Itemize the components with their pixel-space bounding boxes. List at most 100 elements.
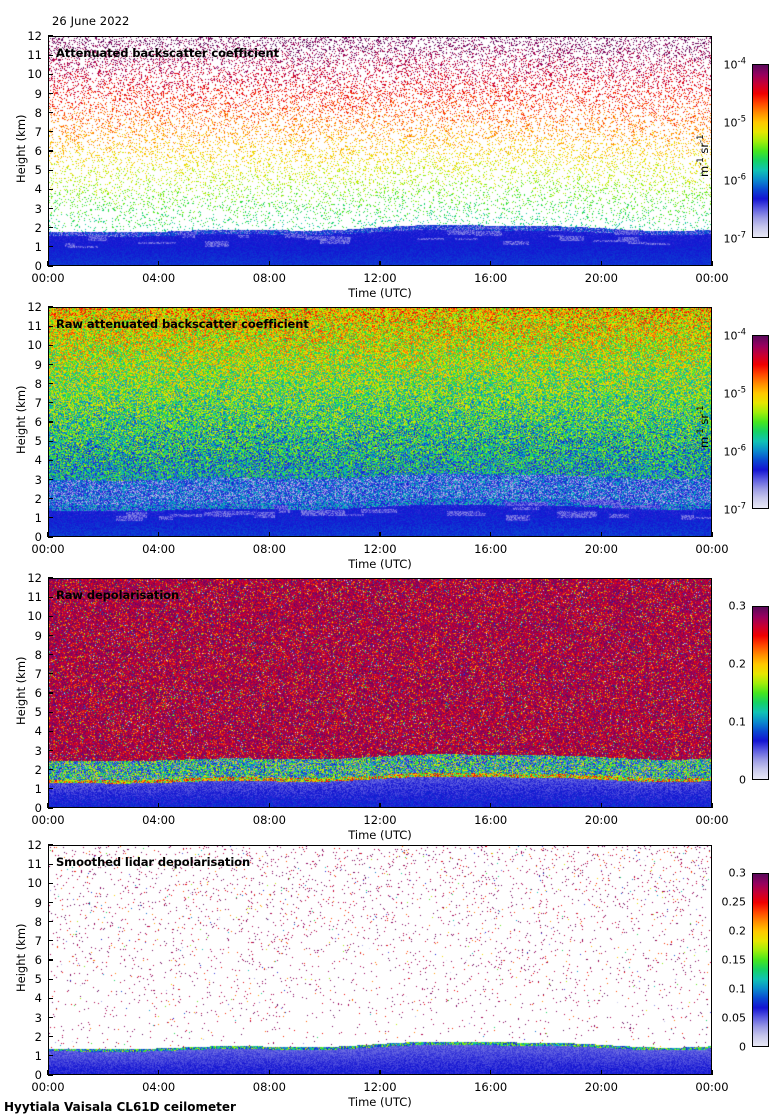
ytick-label: 12 (27, 29, 42, 43)
ytick-mark (48, 536, 53, 538)
colorbar-tick-label: 0.1 (728, 982, 747, 996)
colorbar-gradient (753, 65, 768, 237)
data-layer-smoothed-lidar-depolarisation (49, 846, 711, 1074)
ytick-mark (48, 863, 53, 865)
ytick-label: 9 (34, 895, 42, 910)
xtick-mark (600, 1070, 602, 1075)
ytick-mark (48, 207, 53, 210)
xtick-label: 12:00 (363, 542, 397, 556)
ytick-mark (48, 35, 53, 37)
xtick-label: 04:00 (142, 813, 176, 827)
ytick-label: 0 (34, 530, 42, 544)
colorbar-raw-attenuated-backscatter[interactable] (752, 335, 769, 509)
ytick-label: 3 (34, 472, 42, 487)
ytick-label: 8 (34, 105, 42, 120)
xtick-mark (600, 532, 602, 537)
colorbar-attenuated-backscatter[interactable] (752, 64, 769, 238)
plot-area-raw-depolarisation[interactable] (48, 578, 712, 808)
xtick-label: 20:00 (584, 813, 618, 827)
colorbar-unit-label: m-1 sr-1 (696, 134, 711, 177)
colorbar-tick-label: 10-7 (723, 230, 746, 246)
xtick-mark (47, 803, 49, 808)
colorbar-gradient (753, 874, 768, 1046)
ytick-mark (48, 92, 53, 95)
ytick-mark (48, 749, 53, 752)
colorbar-tick-label: 0.2 (728, 924, 747, 938)
xtick-mark (268, 803, 270, 808)
ytick-label: 3 (34, 201, 42, 216)
ytick-label: 2 (34, 491, 42, 506)
instrument-footer-label: Hyytiala Vaisala CL61D ceilometer (4, 1100, 236, 1114)
xtick-mark (268, 261, 270, 266)
ytick-mark (48, 54, 53, 56)
ytick-label: 9 (34, 628, 42, 643)
colorbar-smoothed-lidar-depolarisation[interactable] (752, 873, 769, 1047)
ytick-mark (48, 1036, 53, 1038)
panel-title-smoothed-lidar-depolarisation: Smoothed lidar depolarisation (56, 855, 251, 869)
xtick-label: 16:00 (474, 271, 508, 285)
ytick-mark (48, 421, 53, 423)
colorbar-tick-label: 10-6 (723, 443, 746, 459)
ytick-mark (48, 577, 53, 579)
xtick-mark (711, 803, 713, 808)
ytick-label: 1 (34, 510, 42, 525)
xtick-label: 04:00 (142, 271, 176, 285)
ytick-mark (48, 673, 53, 675)
data-layer-raw-depolarisation (49, 579, 711, 807)
xtick-label: 00:00 (695, 1080, 729, 1094)
ytick-label: 12 (27, 300, 42, 314)
ytick-mark (48, 901, 53, 904)
xtick-label: 12:00 (363, 1080, 397, 1094)
xtick-mark (600, 803, 602, 808)
ytick-mark (48, 730, 53, 732)
xtick-mark (490, 261, 492, 266)
ytick-label: 1 (34, 239, 42, 254)
plot-area-smoothed-lidar-depolarisation[interactable] (48, 845, 712, 1075)
ytick-label: 1 (34, 1048, 42, 1063)
ytick-mark (48, 844, 53, 846)
xtick-mark (379, 803, 381, 808)
ytick-mark (48, 459, 53, 461)
ytick-mark (48, 306, 53, 308)
ytick-label: 11 (27, 857, 42, 872)
ytick-mark (48, 344, 53, 346)
ytick-mark (48, 654, 53, 656)
ytick-mark (48, 940, 53, 942)
colorbar-raw-depolarisation[interactable] (752, 606, 769, 780)
xtick-mark (47, 261, 49, 266)
colorbar-unit-label: m-1 sr-1 (696, 405, 711, 448)
ytick-mark (48, 788, 53, 790)
ytick-label: 10 (27, 876, 42, 891)
ytick-label: 12 (27, 571, 42, 585)
colorbar-tick-label: 10-4 (723, 56, 746, 72)
ytick-label: 6 (34, 144, 42, 158)
ytick-label: 0 (34, 1068, 42, 1082)
xtick-mark (268, 532, 270, 537)
plot-area-raw-attenuated-backscatter[interactable] (48, 307, 712, 537)
x-axis-title: Time (UTC) (348, 1095, 412, 1109)
xtick-mark (158, 261, 160, 266)
x-axis-title: Time (UTC) (348, 828, 412, 842)
colorbar-gradient (753, 336, 768, 508)
ytick-label: 2 (34, 762, 42, 777)
colorbar-tick-label: 10-5 (723, 385, 746, 401)
xtick-mark (158, 803, 160, 808)
xtick-label: 04:00 (142, 542, 176, 556)
xtick-label: 16:00 (474, 542, 508, 556)
xtick-label: 20:00 (584, 1080, 618, 1094)
ytick-label: 4 (34, 182, 42, 197)
ytick-mark (48, 1055, 53, 1057)
xtick-mark (490, 532, 492, 537)
xtick-label: 08:00 (252, 1080, 286, 1094)
colorbar-tick-label: 10-5 (723, 114, 746, 130)
xtick-mark (379, 261, 381, 266)
ytick-label: 10 (27, 67, 42, 82)
ytick-mark (48, 498, 53, 500)
plot-area-attenuated-backscatter[interactable] (48, 36, 712, 266)
colorbar-tick-label: 0.3 (728, 599, 747, 613)
ytick-mark (48, 188, 53, 190)
ytick-label: 7 (34, 933, 42, 948)
ytick-label: 8 (34, 647, 42, 662)
ytick-label: 9 (34, 86, 42, 101)
ytick-label: 4 (34, 724, 42, 739)
